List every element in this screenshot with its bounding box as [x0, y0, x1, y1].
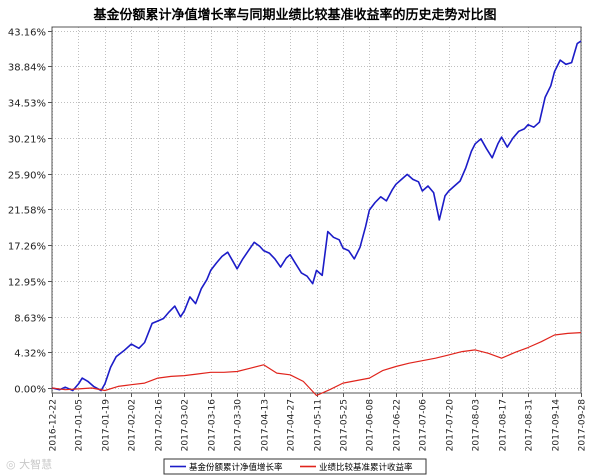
- x-tick-label: 2017-05-11: [314, 399, 324, 451]
- x-tick-label: 2017-08-17: [499, 399, 509, 451]
- x-tick-label: 2017-01-05: [75, 399, 85, 451]
- y-tick-label: 21.58%: [8, 206, 46, 217]
- x-tick-label: 2016-12-22: [49, 399, 59, 451]
- x-tick-label: 2017-04-13: [261, 399, 271, 451]
- x-tick-label: 2017-04-27: [287, 399, 297, 451]
- axis-layer: 43.16% 38.84% 34.53% 30.21% 25.90% 21.58% 17.2…: [8, 26, 588, 452]
- benchmark-return-line: [51, 332, 582, 397]
- x-tick-label: 2017-03-30: [234, 399, 244, 452]
- series-layer: [51, 40, 582, 397]
- y-tick-label: 8.63%: [14, 314, 46, 325]
- watermark-logo: ◎ 大智慧: [6, 458, 53, 471]
- x-tick-label: 2017-07-20: [446, 399, 456, 452]
- x-tick-label: 2017-02-16: [155, 399, 165, 452]
- x-tick-label: 2017-06-08: [366, 399, 376, 452]
- legend: 基金份额累计净值增长率 业绩比较基准累计收益率: [163, 458, 427, 475]
- y-tick-label: 38.84%: [8, 63, 46, 74]
- y-tick-label: 43.16%: [8, 28, 46, 39]
- y-tick-label: 30.21%: [8, 135, 46, 146]
- chart-title: 基金份额累计净值增长率与同期业绩比较基准收益率的历史走势对比图: [93, 8, 497, 23]
- x-tick-label: 2017-05-25: [340, 399, 350, 451]
- y-tick-label: 34.53%: [8, 99, 46, 110]
- fund-nav-growth-line: [51, 40, 582, 392]
- x-tick-label: 2017-01-19: [102, 399, 112, 452]
- legend-box: [163, 458, 427, 475]
- legend-item-fund-label: 基金份额累计净值增长率: [189, 462, 283, 473]
- x-tick-label: 2017-08-03: [472, 399, 482, 451]
- x-tick-label: 2017-09-28: [578, 399, 588, 452]
- x-tick-label: 2017-07-06: [419, 399, 429, 452]
- grid-layer: [52, 27, 582, 393]
- x-tick-label: 2017-02-02: [128, 399, 138, 451]
- y-tick-label: 25.90%: [8, 171, 46, 182]
- y-tick-label: 17.26%: [8, 242, 46, 253]
- x-tick-label: 2017-03-02: [181, 399, 191, 451]
- x-tick-label: 2017-03-16: [208, 399, 218, 452]
- x-tick-label: 2017-08-31: [525, 399, 535, 451]
- x-tick-label: 2017-09-14: [552, 399, 562, 452]
- y-tick-label: 12.95%: [8, 278, 46, 289]
- legend-item-benchmark-label: 业绩比较基准累计收益率: [319, 462, 413, 473]
- y-tick-label: 0.00%: [14, 385, 46, 396]
- y-tick-label: 4.32%: [14, 349, 46, 360]
- x-tick-label: 2017-06-22: [393, 399, 403, 451]
